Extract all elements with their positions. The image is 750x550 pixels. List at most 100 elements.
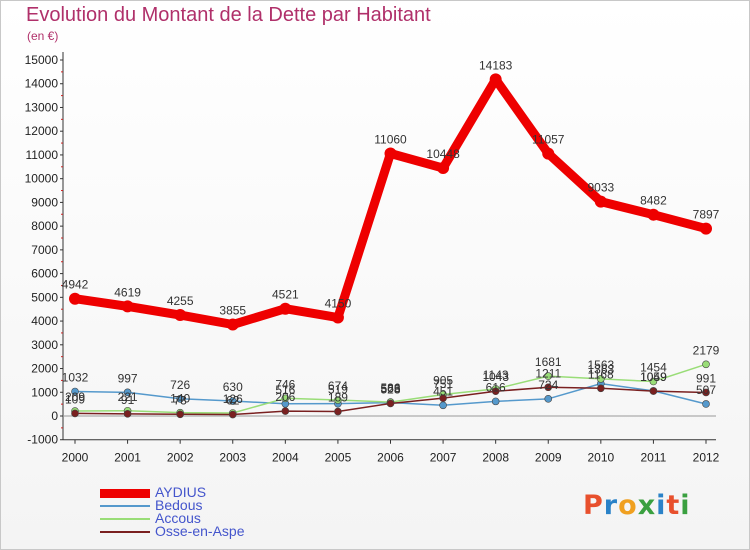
y-tick-label: 6000 bbox=[31, 267, 58, 281]
data-point bbox=[597, 375, 605, 383]
data-label: 1454 bbox=[640, 360, 667, 374]
data-label: 209 bbox=[65, 390, 85, 404]
data-label: 4150 bbox=[325, 297, 352, 311]
chart-subtitle: (en €) bbox=[27, 29, 59, 43]
x-tick-label: 2008 bbox=[482, 451, 509, 465]
data-label: 905 bbox=[433, 374, 453, 388]
y-tick-label: 11000 bbox=[26, 148, 59, 162]
data-point bbox=[384, 147, 397, 160]
data-label: 140 bbox=[170, 392, 190, 406]
data-point bbox=[71, 409, 79, 418]
x-tick-label: 2000 bbox=[62, 451, 89, 465]
logo-letter: P bbox=[583, 490, 604, 521]
data-point bbox=[649, 387, 658, 395]
data-point bbox=[121, 300, 134, 313]
data-label: 109 bbox=[65, 392, 85, 406]
data-label: 1049 bbox=[640, 370, 667, 384]
data-label: 4521 bbox=[272, 288, 299, 302]
data-point bbox=[544, 383, 553, 392]
x-tick-label: 2011 bbox=[641, 451, 667, 465]
logo-letter: r bbox=[603, 490, 619, 521]
data-point bbox=[437, 162, 450, 175]
x-tick-label: 2012 bbox=[693, 451, 720, 465]
proxiti-logo: Proxiti bbox=[583, 490, 691, 521]
data-label: 1143 bbox=[483, 368, 509, 382]
legend-swatch bbox=[100, 488, 150, 498]
data-label: 14183 bbox=[479, 58, 513, 72]
y-tick-label: -1000 bbox=[27, 433, 58, 447]
data-label: 9033 bbox=[587, 181, 614, 195]
data-label: 221 bbox=[118, 390, 138, 404]
y-tick-label: 13000 bbox=[25, 100, 59, 114]
data-label: 674 bbox=[328, 379, 348, 393]
data-label: 189 bbox=[328, 391, 348, 405]
data-point bbox=[647, 208, 660, 221]
data-label: 91 bbox=[121, 393, 135, 407]
data-point bbox=[69, 292, 81, 305]
data-point bbox=[228, 397, 237, 405]
data-label: 616 bbox=[486, 380, 506, 394]
data-point bbox=[489, 73, 502, 86]
x-tick-label: 2009 bbox=[535, 451, 562, 465]
data-point bbox=[386, 399, 395, 408]
logo-letter: t bbox=[666, 490, 681, 521]
data-label: 206 bbox=[275, 390, 295, 404]
data-label: 991 bbox=[696, 371, 716, 385]
data-point bbox=[334, 396, 342, 404]
data-label: 2179 bbox=[693, 343, 720, 357]
data-label: 528 bbox=[380, 382, 400, 396]
data-point bbox=[544, 395, 553, 403]
x-tick-label: 2006 bbox=[377, 451, 404, 465]
data-point bbox=[700, 222, 712, 235]
data-point bbox=[649, 377, 658, 386]
data-label: 726 bbox=[170, 378, 190, 392]
data-label: 62 bbox=[226, 394, 240, 408]
x-tick-label: 2005 bbox=[325, 451, 352, 465]
x-tick-label: 2007 bbox=[430, 451, 457, 465]
data-label: 746 bbox=[275, 377, 295, 391]
logo-letter: x bbox=[637, 490, 657, 521]
data-label: 4619 bbox=[114, 285, 141, 299]
data-label: 10448 bbox=[426, 147, 460, 161]
y-tick-label: 3000 bbox=[31, 338, 58, 352]
data-label: 563 bbox=[380, 382, 400, 396]
data-label: 751 bbox=[433, 377, 453, 391]
data-label: 1059 bbox=[640, 370, 667, 384]
data-point bbox=[702, 400, 710, 408]
series-line-aydius bbox=[70, 74, 711, 330]
y-tick-label: 7000 bbox=[31, 243, 58, 257]
data-label: 586 bbox=[380, 381, 400, 395]
data-point bbox=[123, 410, 132, 418]
data-point bbox=[594, 195, 607, 208]
data-label: 630 bbox=[223, 380, 243, 394]
x-tick-label: 2002 bbox=[167, 451, 194, 465]
data-label: 7897 bbox=[693, 208, 720, 222]
y-tick-label: 2000 bbox=[31, 362, 58, 376]
chart-title: Evolution du Montant de la Dette par Hab… bbox=[26, 4, 431, 26]
data-point bbox=[702, 388, 710, 397]
data-point bbox=[279, 302, 292, 315]
data-label: 519 bbox=[328, 383, 348, 397]
legend-label: Osse-en-Aspe bbox=[155, 523, 245, 539]
y-tick-label: 15000 bbox=[25, 53, 59, 67]
y-tick-label: 1000 bbox=[31, 385, 58, 399]
data-label: 3855 bbox=[219, 304, 246, 318]
data-label: 451 bbox=[433, 384, 453, 398]
data-label: 73 bbox=[173, 393, 187, 407]
x-tick-label: 2003 bbox=[219, 451, 246, 465]
x-tick-label: 2004 bbox=[272, 451, 299, 465]
data-label: 4942 bbox=[62, 278, 89, 292]
y-tick-label: 0 bbox=[51, 409, 58, 423]
data-label: 1363 bbox=[587, 363, 614, 377]
x-tick-label: 2010 bbox=[587, 451, 614, 465]
data-point bbox=[176, 410, 184, 419]
data-point bbox=[281, 394, 290, 403]
legend-label: Accous bbox=[155, 510, 201, 526]
data-point bbox=[702, 360, 710, 369]
legend-swatch bbox=[100, 518, 150, 520]
data-point bbox=[176, 394, 184, 403]
data-label: 4255 bbox=[167, 294, 194, 308]
data-point bbox=[331, 311, 344, 324]
data-point bbox=[334, 407, 342, 416]
